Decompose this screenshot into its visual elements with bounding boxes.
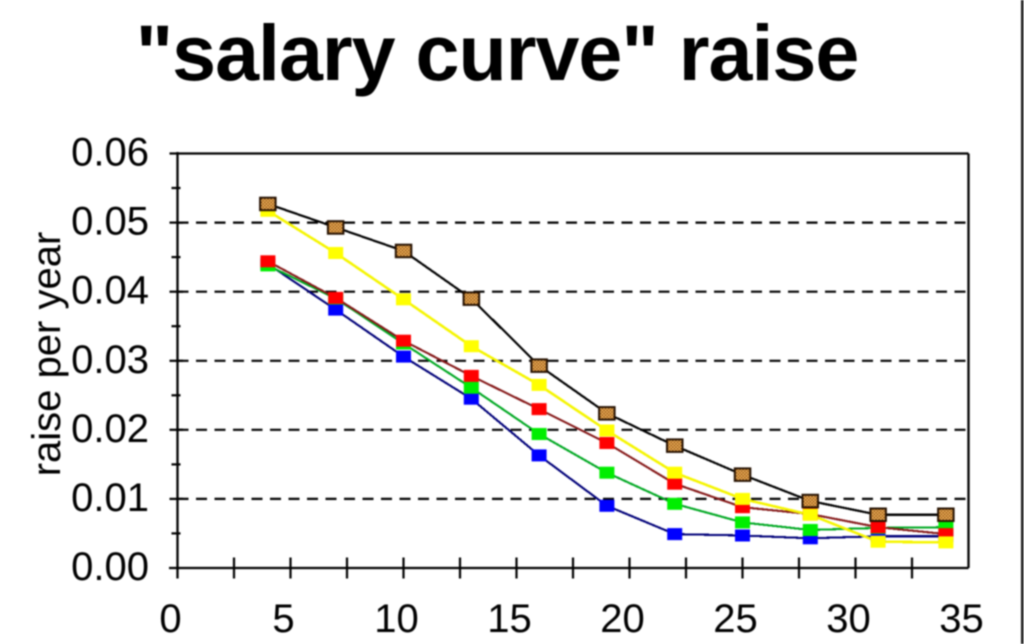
svg-text:"salary curve" raise: "salary curve" raise — [136, 8, 859, 97]
svg-text:0.04: 0.04 — [71, 269, 149, 313]
svg-text:25: 25 — [713, 597, 758, 641]
svg-text:0.03: 0.03 — [71, 338, 149, 382]
svg-text:15: 15 — [487, 597, 532, 641]
svg-text:0.01: 0.01 — [71, 476, 149, 520]
svg-text:35: 35 — [939, 597, 984, 641]
svg-text:0: 0 — [159, 597, 181, 641]
svg-text:0.00: 0.00 — [71, 545, 149, 589]
svg-text:10: 10 — [374, 597, 419, 641]
svg-text:0.02: 0.02 — [71, 407, 149, 451]
svg-text:raise per year: raise per year — [25, 232, 69, 477]
svg-text:0.06: 0.06 — [71, 131, 149, 175]
svg-text:5: 5 — [272, 597, 294, 641]
svg-text:0.05: 0.05 — [71, 200, 149, 244]
svg-text:20: 20 — [600, 597, 645, 641]
svg-text:30: 30 — [826, 597, 871, 641]
